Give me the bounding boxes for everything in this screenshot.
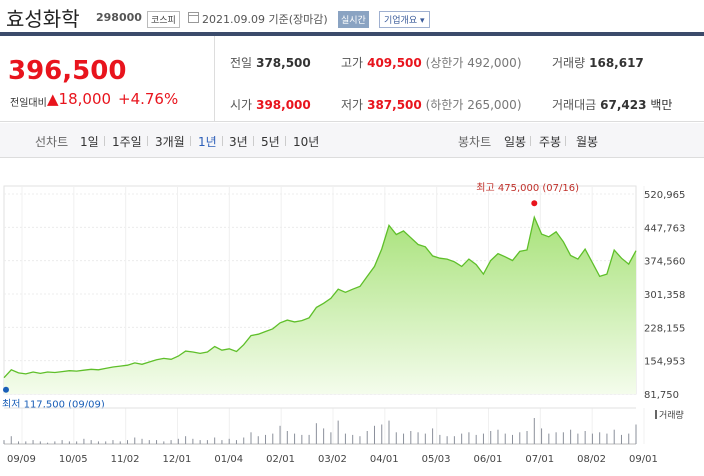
y-tick-label: 520,965 bbox=[644, 190, 685, 201]
x-tick-label: 12/01 bbox=[163, 454, 192, 465]
x-tick-label: 10/05 bbox=[59, 454, 88, 465]
x-tick-label: 01/04 bbox=[214, 454, 243, 465]
high-price: 고가 409,500 (상한가 492,000) bbox=[341, 54, 522, 71]
tab-daily[interactable]: 일봉 bbox=[504, 135, 527, 149]
current-price: 396,500 bbox=[8, 56, 127, 86]
prev-close: 전일 378,500 bbox=[230, 54, 311, 71]
low-marker bbox=[3, 386, 9, 393]
quote-panel: 396,500 전일대비 ▲18,000 +4.76% 전일 378,500 고가… bbox=[0, 36, 704, 122]
quote-date: 2021.09.09 기준(장마감) bbox=[202, 13, 328, 26]
x-tick-label: 09/09 bbox=[7, 454, 36, 465]
realtime-button[interactable]: 실시간 bbox=[338, 11, 369, 28]
x-tick-label: 06/01 bbox=[474, 454, 503, 465]
high-value: 409,500 bbox=[367, 56, 422, 70]
tab-divider bbox=[253, 136, 254, 146]
volume-label: 거래량 bbox=[552, 56, 586, 70]
volume-legend-label: 거래량 bbox=[659, 409, 684, 421]
x-tick-label: 04/01 bbox=[370, 454, 399, 465]
company-info-label: 기업개요 bbox=[384, 16, 418, 26]
amount-value: 67,423 bbox=[600, 98, 647, 112]
up-arrow-icon: ▲ bbox=[47, 90, 59, 108]
low-label: 최저 117,500 (09/09) bbox=[2, 399, 105, 411]
tab-divider bbox=[222, 136, 223, 146]
price-chart: 520,965 447,763 374,560 301,358 228,155 154,9… bbox=[0, 158, 704, 472]
open-value: 398,000 bbox=[256, 98, 311, 112]
tab-divider bbox=[565, 136, 566, 146]
tab-divider bbox=[190, 136, 191, 146]
x-tick-label: 09/01 bbox=[629, 454, 658, 465]
tab-monthly[interactable]: 월봉 bbox=[576, 135, 599, 149]
y-tick-label: 154,953 bbox=[644, 357, 685, 368]
x-tick-label: 03/02 bbox=[318, 454, 347, 465]
market-badge: 코스피 bbox=[147, 11, 180, 28]
change-percent: +4.76% bbox=[118, 90, 179, 108]
volume: 거래량 168,617 bbox=[552, 54, 644, 71]
amount-unit: 백만 bbox=[650, 98, 673, 112]
y-tick-label: 447,763 bbox=[644, 223, 685, 234]
high-label: 최고 475,000 (07/16) bbox=[476, 182, 579, 194]
tab-1d[interactable]: 1일 bbox=[80, 135, 99, 149]
x-tick-label: 08/02 bbox=[577, 454, 606, 465]
tab-3m[interactable]: 3개월 bbox=[155, 135, 185, 149]
amount-label: 거래대금 bbox=[552, 98, 597, 112]
low-label: 저가 bbox=[341, 98, 364, 112]
price-chart-svg: 520,965 447,763 374,560 301,358 228,155 154,9… bbox=[2, 182, 685, 465]
x-tick-label: 11/02 bbox=[111, 454, 140, 465]
chart-tabs: 선차트 1일 1주일 3개월 1년 3년 5년 10년 봉차트 일봉 주봉 월봉 bbox=[0, 123, 704, 158]
open-label: 시가 bbox=[230, 98, 253, 112]
price-change: ▲18,000 bbox=[47, 90, 111, 108]
stock-header: 효성화학 298000 코스피 2021.09.09 기준(장마감) 실시간 기… bbox=[0, 0, 704, 32]
low-price: 저가 387,500 (하한가 265,000) bbox=[341, 96, 522, 113]
change-value: 18,000 bbox=[58, 90, 112, 108]
trade-amount: 거래대금 67,423 백만 bbox=[552, 96, 672, 113]
volume-legend-icon bbox=[655, 410, 657, 419]
lower-limit: (하한가 265,000) bbox=[425, 98, 522, 112]
y-tick-label: 81,750 bbox=[644, 390, 679, 401]
tab-3y[interactable]: 3년 bbox=[229, 135, 248, 149]
change-label: 전일대비 bbox=[10, 98, 47, 109]
price-line bbox=[3, 215, 637, 379]
prev-close-value: 378,500 bbox=[256, 56, 311, 70]
y-tick-label: 374,560 bbox=[644, 257, 685, 268]
tab-1y[interactable]: 1년 bbox=[198, 135, 217, 149]
stock-code: 298000 bbox=[96, 11, 142, 24]
chevron-down-icon: ▾ bbox=[420, 16, 425, 26]
company-name: 효성화학 bbox=[6, 7, 80, 31]
tab-divider bbox=[147, 136, 148, 146]
x-tick-label: 02/01 bbox=[266, 454, 295, 465]
calendar-icon bbox=[188, 12, 199, 23]
high-label: 고가 bbox=[341, 56, 364, 70]
tab-divider bbox=[285, 136, 286, 146]
tab-weekly[interactable]: 주봉 bbox=[539, 135, 562, 149]
open-price: 시가 398,000 bbox=[230, 96, 311, 113]
prev-close-label: 전일 bbox=[230, 56, 253, 70]
line-chart-title: 선차트 bbox=[35, 135, 69, 149]
y-tick-label: 228,155 bbox=[644, 323, 685, 334]
volume-value: 168,617 bbox=[589, 56, 644, 70]
price-box: 396,500 전일대비 ▲18,000 +4.76% bbox=[0, 36, 215, 122]
low-value: 387,500 bbox=[367, 98, 422, 112]
company-info-dropdown[interactable]: 기업개요 ▾ bbox=[379, 11, 430, 28]
x-tick-label: 05/03 bbox=[422, 454, 451, 465]
divider-bar bbox=[0, 32, 704, 36]
candle-chart-title: 봉차트 bbox=[458, 135, 492, 149]
upper-limit: (상한가 492,000) bbox=[425, 56, 522, 70]
tab-1w[interactable]: 1주일 bbox=[112, 135, 142, 149]
y-tick-label: 301,358 bbox=[644, 290, 685, 301]
tab-10y[interactable]: 10년 bbox=[293, 135, 320, 149]
x-tick-label: 07/01 bbox=[525, 454, 554, 465]
high-marker bbox=[531, 200, 538, 207]
tab-divider bbox=[104, 136, 105, 146]
tab-divider bbox=[530, 136, 531, 146]
tab-5y[interactable]: 5년 bbox=[261, 135, 280, 149]
